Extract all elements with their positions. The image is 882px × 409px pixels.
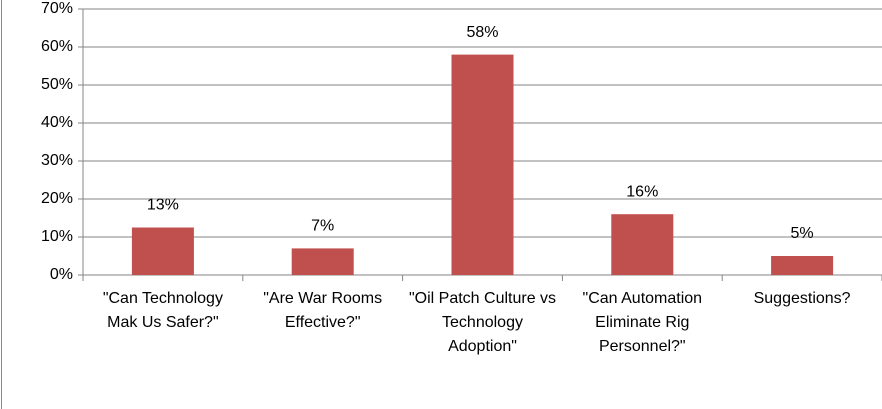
bar: [611, 214, 674, 275]
y-tick-label: 10%: [41, 228, 73, 245]
y-tick-label: 0%: [50, 266, 73, 283]
x-tick-label: "Can Automation Eliminate Rig Personnel?…: [582, 290, 703, 355]
y-tick-label: 30%: [41, 152, 73, 169]
y-tick-label: 60%: [41, 38, 73, 55]
bar: [771, 256, 834, 275]
data-label: 5%: [791, 225, 814, 242]
x-tick-label: "Can Technology Mak Us Safer?": [102, 290, 223, 331]
bar: [131, 227, 194, 275]
data-label: 13%: [147, 197, 179, 214]
x-tick-label: "Are War Rooms Effective?": [263, 290, 383, 331]
y-tick-label: 20%: [41, 190, 73, 207]
bar: [291, 248, 354, 275]
y-tick-label: 40%: [41, 114, 73, 131]
x-tick-label: "Oil Patch Culture vs Technology Adoptio…: [408, 290, 557, 355]
x-tick-label: Suggestions?: [753, 290, 851, 307]
y-tick-label: 70%: [41, 0, 73, 17]
bar: [451, 54, 514, 275]
data-label: 58%: [466, 24, 498, 41]
data-label: 16%: [626, 183, 658, 200]
y-tick-label: 50%: [41, 76, 73, 93]
data-label: 7%: [311, 218, 334, 235]
